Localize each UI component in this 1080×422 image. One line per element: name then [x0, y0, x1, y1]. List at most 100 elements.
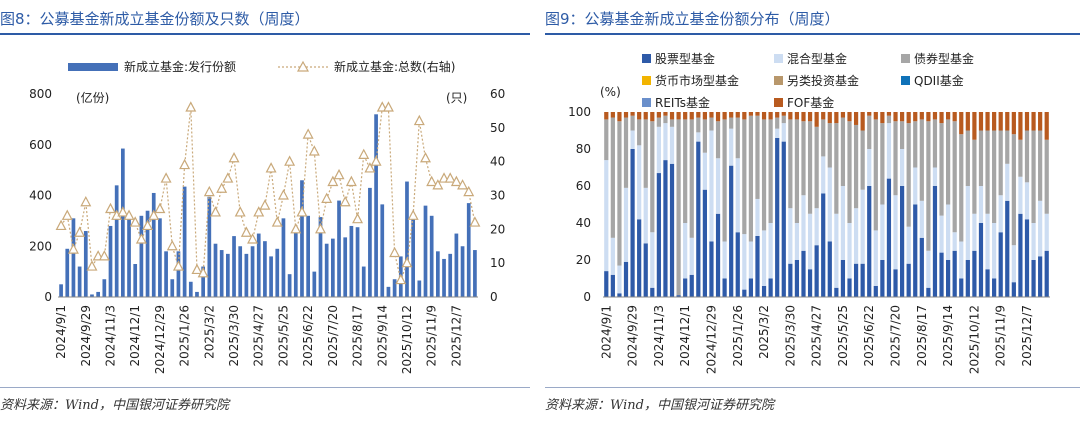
- right-tick-label: 50: [490, 121, 505, 135]
- stack-segment-bond: [637, 119, 642, 146]
- stack-segment-bond: [768, 119, 773, 223]
- stack-segment-stock: [768, 278, 773, 297]
- x-tick-label: 2025/9/14: [941, 305, 955, 367]
- stack-segment-mixed: [965, 186, 970, 260]
- bar-issuance: [306, 215, 310, 297]
- stack-segment-bond: [702, 119, 707, 153]
- stack-segment-bond: [794, 119, 800, 223]
- x-tick-label: 2024/12/1: [128, 305, 142, 367]
- stack-segment-fof: [604, 112, 609, 120]
- bar-issuance: [343, 237, 348, 297]
- bar-issuance: [300, 180, 304, 297]
- stack-segment-stock: [794, 260, 800, 297]
- stack-segment-bond: [847, 121, 852, 223]
- bar-issuance: [275, 248, 280, 297]
- stack-segment-bond: [959, 134, 964, 242]
- stack-segment-mixed: [617, 265, 622, 294]
- stack-segment-bond: [853, 124, 859, 209]
- stack-segment-fof: [696, 112, 701, 118]
- stack-segment-bond: [873, 119, 878, 231]
- stack-segment-fof: [926, 112, 931, 122]
- stack-segment-mixed: [992, 223, 997, 279]
- stack-segment-fof: [992, 112, 997, 131]
- stack-segment-stock: [722, 278, 727, 297]
- bar-issuance: [361, 266, 366, 297]
- figure9-panel: 图9：公募基金新成立基金份额分布（周度） 股票型基金 混合型基金 债券型基金 货币市场…: [545, 0, 1080, 422]
- stack-segment-fof: [978, 112, 984, 131]
- stack-segment-mixed: [702, 152, 707, 190]
- stack-segment-bond: [1031, 130, 1036, 223]
- line-point-marker: [444, 172, 456, 183]
- stack-segment-stock: [880, 260, 885, 297]
- stack-segment-stock: [899, 186, 905, 297]
- stack-segment-stock: [952, 250, 957, 297]
- stack-segment-mixed: [978, 186, 984, 223]
- line-point-marker: [61, 209, 73, 220]
- stack-segment-bond: [1044, 139, 1049, 214]
- stack-segment-stock: [834, 287, 839, 297]
- bar-issuance: [158, 218, 162, 297]
- bar-issuance: [59, 284, 63, 297]
- stack-segment-fof: [637, 112, 642, 120]
- stack-segment-mixed: [637, 145, 642, 220]
- right-tick-label: 60: [490, 87, 505, 101]
- stack-segment-bond: [906, 123, 911, 227]
- line-point-marker: [302, 128, 314, 139]
- stack-segment-bond: [709, 117, 714, 131]
- legend-swatch-money: [642, 76, 651, 85]
- line-point-marker: [98, 250, 110, 261]
- bar-issuance: [96, 291, 100, 297]
- stack-segment-mixed: [623, 187, 629, 262]
- line-point-marker: [234, 206, 246, 217]
- stack-segment-stock: [946, 260, 951, 297]
- stack-segment-mixed: [840, 186, 846, 260]
- stack-segment-mixed: [630, 130, 635, 149]
- left-axis-unit: (亿份): [76, 90, 109, 105]
- stack-segment-mixed: [867, 149, 872, 186]
- stack-segment-mixed: [906, 226, 911, 264]
- stack-segment-fof: [643, 112, 648, 120]
- stack-segment-mixed: [1038, 200, 1043, 257]
- stack-segment-bond: [860, 130, 865, 190]
- stack-segment-stock: [715, 213, 721, 297]
- stack-segment-mixed: [893, 195, 898, 270]
- bar-issuance: [417, 280, 422, 297]
- stack-segment-stock: [755, 235, 760, 297]
- line-point-marker: [382, 101, 394, 112]
- stack-segment-fof: [965, 112, 970, 131]
- x-tick-label: 2025/3/2: [202, 305, 216, 359]
- bar-issuance: [368, 187, 372, 297]
- stack-segment-stock: [781, 141, 786, 297]
- stack-segment-mixed: [735, 158, 740, 233]
- stack-segment-mixed: [650, 232, 655, 288]
- stack-segment-fof: [834, 112, 839, 124]
- x-tick-label: 2025/3/2: [757, 305, 771, 359]
- stack-segment-stock: [906, 263, 911, 297]
- stack-segment-bond: [755, 115, 760, 199]
- stack-segment-mixed: [1011, 245, 1016, 283]
- stack-segment-stock: [669, 163, 675, 297]
- y-tick-label: 60: [576, 179, 591, 193]
- stack-segment-fof: [847, 112, 852, 122]
- stack-segment-stock: [696, 141, 701, 297]
- right-tick-label: 30: [490, 189, 505, 203]
- stack-segment-mixed: [1018, 176, 1023, 214]
- bar-issuance: [473, 250, 477, 297]
- line-point-marker: [222, 172, 234, 183]
- bar-issuance: [380, 204, 385, 297]
- x-tick-label: 2025/5/25: [276, 305, 290, 367]
- bar-issuance: [269, 256, 273, 297]
- line-point-marker: [154, 202, 166, 214]
- stack-segment-mixed: [959, 241, 964, 279]
- stack-segment-fof: [821, 112, 826, 120]
- stack-segment-fof: [1031, 112, 1036, 131]
- bar-issuance: [454, 233, 459, 297]
- stack-segment-fof: [617, 112, 622, 122]
- line-point-marker: [191, 263, 203, 275]
- stack-segment-bond: [748, 115, 754, 242]
- legend-swatch-reits: [642, 98, 651, 107]
- stack-segment-fof: [1024, 112, 1030, 131]
- line-point-marker: [315, 223, 326, 234]
- stack-segment-stock: [847, 278, 852, 297]
- stack-segment-mixed: [899, 149, 905, 186]
